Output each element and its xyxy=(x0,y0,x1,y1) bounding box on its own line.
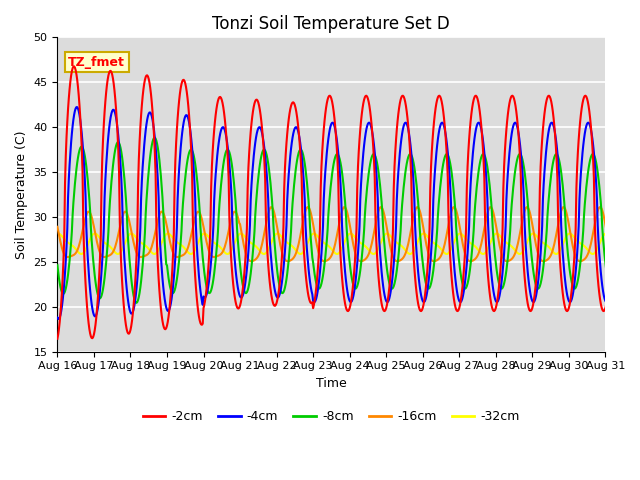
-32cm xyxy=(598,235,606,240)
-32cm xyxy=(531,232,539,238)
-8cm xyxy=(292,162,300,168)
Text: TZ_fmet: TZ_fmet xyxy=(68,56,125,69)
-2cm xyxy=(531,293,538,299)
X-axis label: Time: Time xyxy=(316,377,347,390)
Line: -2cm: -2cm xyxy=(58,66,606,339)
-4cm xyxy=(292,124,300,130)
-32cm xyxy=(456,231,464,237)
-4cm xyxy=(531,296,539,302)
-2cm xyxy=(292,105,300,111)
Y-axis label: Soil Temperature (C): Soil Temperature (C) xyxy=(15,130,28,259)
-4cm xyxy=(598,283,606,288)
-2cm xyxy=(54,336,61,342)
Line: -32cm: -32cm xyxy=(58,234,606,254)
-4cm xyxy=(602,299,610,305)
Line: -8cm: -8cm xyxy=(58,138,606,303)
-16cm xyxy=(292,249,300,255)
-8cm xyxy=(151,135,159,141)
-32cm xyxy=(292,247,300,253)
-16cm xyxy=(598,207,606,213)
-2cm xyxy=(598,304,605,310)
-2cm xyxy=(173,127,180,132)
-4cm xyxy=(72,104,80,110)
-16cm xyxy=(172,254,180,260)
-16cm xyxy=(531,239,539,244)
-8cm xyxy=(598,224,606,230)
-32cm xyxy=(173,239,180,245)
Line: -4cm: -4cm xyxy=(58,107,606,319)
-32cm xyxy=(470,243,478,249)
-16cm xyxy=(470,257,478,263)
-4cm xyxy=(174,195,182,201)
-8cm xyxy=(602,266,610,272)
-16cm xyxy=(196,210,204,216)
-8cm xyxy=(531,280,539,286)
-2cm xyxy=(602,302,610,308)
Legend: -2cm, -4cm, -8cm, -16cm, -32cm: -2cm, -4cm, -8cm, -16cm, -32cm xyxy=(138,405,525,428)
-2cm xyxy=(470,97,477,103)
-8cm xyxy=(470,213,478,218)
Line: -16cm: -16cm xyxy=(58,207,606,261)
-4cm xyxy=(197,294,205,300)
-8cm xyxy=(132,300,140,306)
-8cm xyxy=(174,271,182,276)
-16cm xyxy=(284,258,292,264)
-16cm xyxy=(602,226,610,231)
-4cm xyxy=(54,315,61,321)
-32cm xyxy=(77,251,85,257)
-16cm xyxy=(268,204,275,210)
-32cm xyxy=(602,231,610,237)
-4cm xyxy=(54,316,62,322)
-32cm xyxy=(196,235,204,240)
-8cm xyxy=(54,263,61,268)
-2cm xyxy=(70,63,78,69)
-8cm xyxy=(197,237,205,242)
-16cm xyxy=(54,224,61,229)
Title: Tonzi Soil Temperature Set D: Tonzi Soil Temperature Set D xyxy=(212,15,450,33)
-32cm xyxy=(54,231,61,237)
-4cm xyxy=(470,136,478,142)
-2cm xyxy=(196,320,204,326)
